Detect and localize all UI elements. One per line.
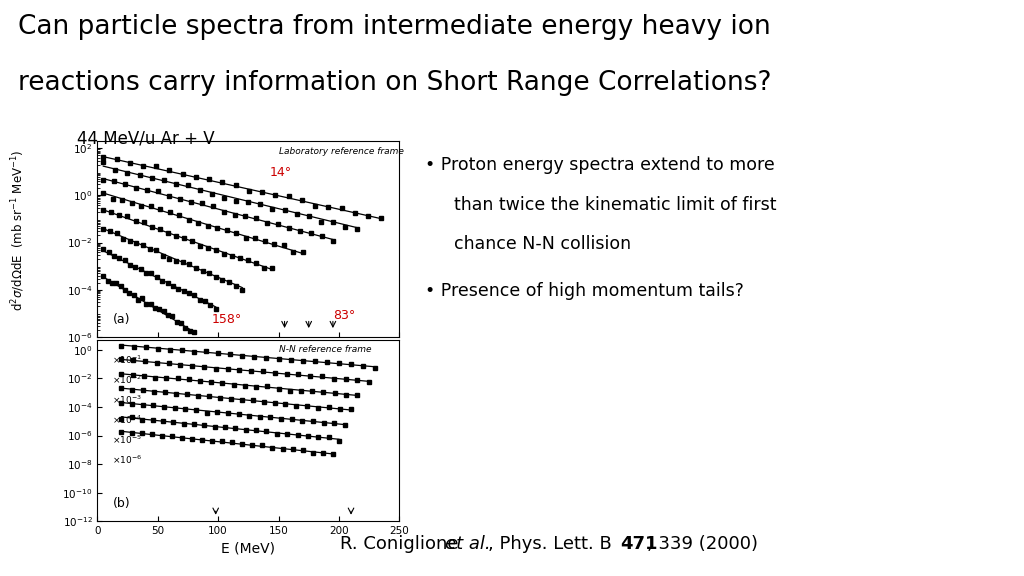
Text: • Proton energy spectra extend to more: • Proton energy spectra extend to more [425,156,775,173]
X-axis label: E (MeV): E (MeV) [221,541,275,556]
Text: $\times10^{-1}$: $\times10^{-1}$ [113,354,142,366]
Text: Laboratory reference frame: Laboratory reference frame [279,147,403,156]
Text: than twice the kinematic limit of first: than twice the kinematic limit of first [454,196,776,214]
Text: chance N-N collision: chance N-N collision [454,235,631,253]
Text: R. Coniglione: R. Coniglione [340,535,464,553]
Text: $\times10^{-5}$: $\times10^{-5}$ [113,434,142,446]
Text: (b): (b) [113,497,130,510]
Text: d$^2\sigma$/d$\Omega$dE  (mb sr$^{-1}$ MeV$^{-1}$): d$^2\sigma$/d$\Omega$dE (mb sr$^{-1}$ Me… [9,150,28,311]
Text: $\times10^{-6}$: $\times10^{-6}$ [113,454,142,466]
Text: $\times10^{-4}$: $\times10^{-4}$ [113,414,142,426]
Text: 14°: 14° [269,166,292,179]
Text: , Phys. Lett. B: , Phys. Lett. B [488,535,617,553]
Text: Can particle spectra from intermediate energy heavy ion: Can particle spectra from intermediate e… [18,14,771,40]
Text: 44 MeV/u Ar + V: 44 MeV/u Ar + V [77,130,214,147]
Text: 471: 471 [620,535,657,553]
Text: 158°: 158° [212,313,243,326]
Text: N-N reference frame: N-N reference frame [279,345,371,354]
Text: $\times10^{-3}$: $\times10^{-3}$ [113,394,142,406]
Text: reactions carry information on Short Range Correlations?: reactions carry information on Short Ran… [18,70,772,96]
Text: • Presence of high momentum tails?: • Presence of high momentum tails? [425,282,743,300]
Text: $\times10^{-2}$: $\times10^{-2}$ [113,374,142,386]
Text: , 339 (2000): , 339 (2000) [647,535,759,553]
Text: (a): (a) [113,313,130,326]
Text: et al.: et al. [444,535,490,553]
Text: 83°: 83° [333,309,355,323]
